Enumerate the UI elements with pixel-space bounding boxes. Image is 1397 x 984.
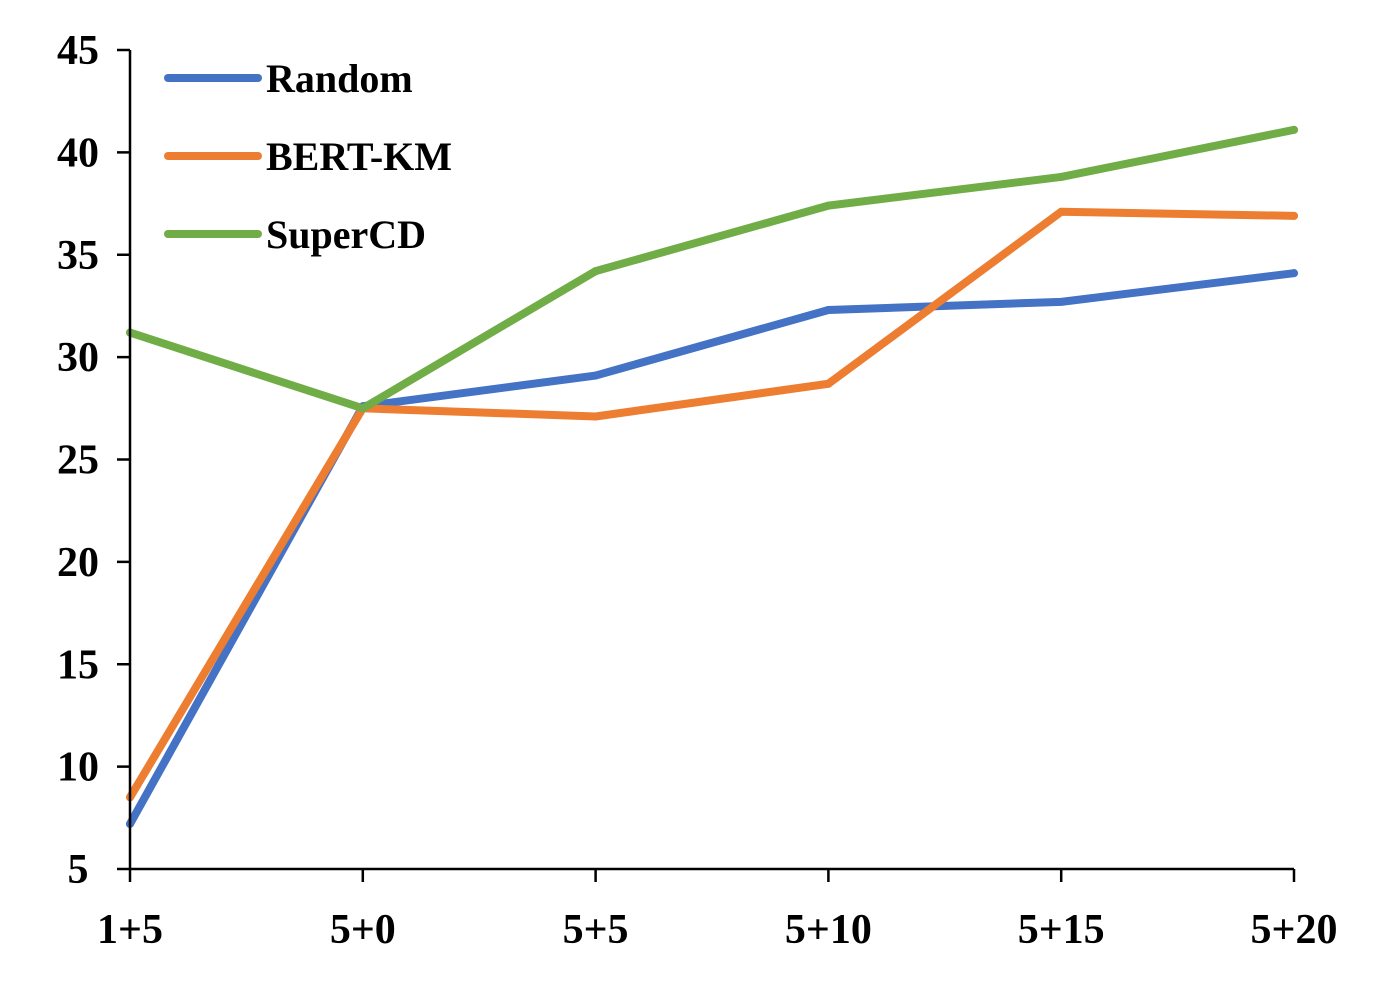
x-tick-label: 5+0 (330, 907, 396, 953)
legend-label-random: Random (266, 56, 413, 101)
x-tick-label: 5+5 (563, 907, 629, 953)
y-tick-label: 10 (57, 745, 99, 791)
legend-label-supercd: SuperCD (266, 212, 426, 257)
data-point-supercd (824, 201, 833, 210)
data-point-supercd (591, 267, 600, 276)
y-tick-label: 45 (57, 28, 99, 74)
y-tick-label: 5 (68, 847, 89, 893)
data-point-supercd (1290, 125, 1298, 134)
legend: Random BERT-KM SuperCD (164, 56, 452, 257)
data-point-bert-km (1290, 211, 1298, 220)
y-tick-label: 35 (57, 233, 99, 279)
series-layer (126, 125, 1298, 828)
legend-label-bert-km: BERT-KM (266, 134, 452, 179)
data-point-random (1290, 269, 1298, 278)
y-tick-label: 30 (57, 335, 99, 381)
data-point-supercd (358, 404, 367, 413)
data-point-bert-km (591, 412, 600, 421)
y-tick-label: 15 (57, 642, 99, 688)
series-line-bert-km (126, 207, 1298, 802)
series-line-supercd (126, 125, 1298, 413)
x-tick-label: 1+5 (97, 907, 163, 953)
x-tick-label: 5+10 (785, 907, 872, 953)
x-tick-label: 5+20 (1251, 907, 1338, 953)
data-point-supercd (1057, 172, 1066, 181)
series-line-random (126, 269, 1298, 828)
data-point-random (1057, 297, 1066, 306)
data-point-bert-km (824, 379, 833, 388)
x-tick-label: 5+15 (1018, 907, 1105, 953)
y-tick-label: 20 (57, 540, 99, 586)
axes-layer: 5 10 15 20 25 30 35 40 45 1+5 5+0 5+5 5+10 5+15 5+20 (57, 28, 1337, 953)
data-point-random (591, 371, 600, 380)
y-tick-label: 40 (57, 130, 99, 176)
data-point-random (824, 306, 833, 315)
data-point-bert-km (1057, 207, 1066, 216)
y-tick-label: 25 (57, 438, 99, 484)
